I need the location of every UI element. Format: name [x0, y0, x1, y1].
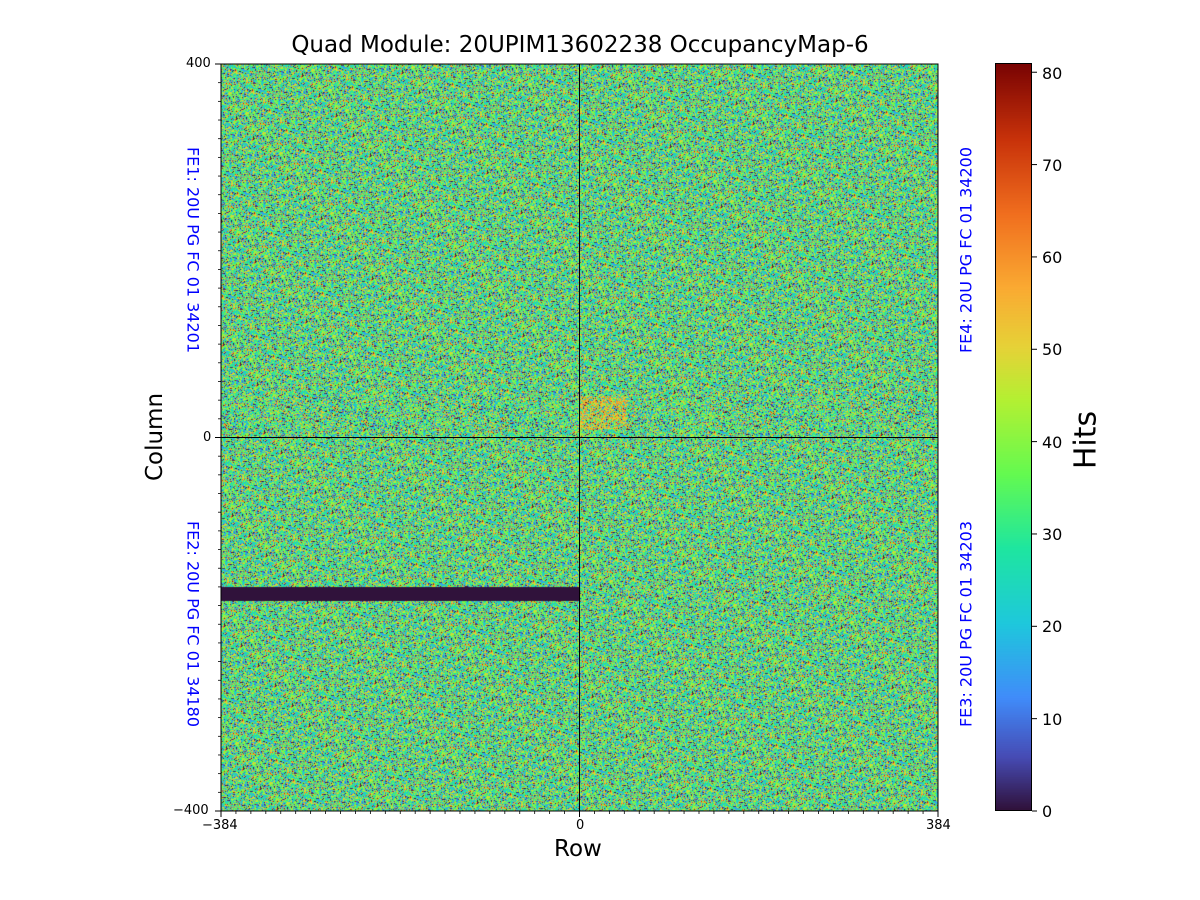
x-tick-minus-384: −384 — [202, 818, 238, 833]
x-tick-384: 384 — [926, 818, 951, 833]
colorbar-tick-60: 60 — [1042, 248, 1063, 267]
colorbar — [995, 63, 1032, 811]
fe1-label: FE1: 20U PG FC 01 34201 — [183, 146, 203, 354]
occupancy-heatmap — [221, 64, 938, 811]
y-tick-minus-400: −400 — [173, 803, 209, 818]
colorbar-tick-10: 10 — [1042, 710, 1063, 729]
colorbar-tick-40: 40 — [1042, 433, 1063, 452]
colorbar-tick-50: 50 — [1042, 340, 1063, 359]
y-tick-0: 0 — [203, 430, 212, 445]
x-tick-0: 0 — [576, 818, 585, 833]
colorbar-label: Hits — [1068, 410, 1104, 470]
colorbar-tick-20: 20 — [1042, 617, 1063, 636]
colorbar-tick-70: 70 — [1042, 156, 1063, 175]
chart-title: Quad Module: 20UPIM13602238 OccupancyMap… — [291, 32, 869, 58]
fe4-label: FE4: 20U PG FC 01 34200 — [956, 146, 976, 354]
colorbar-tick-0: 0 — [1042, 802, 1053, 821]
colorbar-tick-80: 80 — [1042, 64, 1063, 83]
x-axis-label: Row — [554, 836, 602, 862]
y-axis-label: Column — [142, 392, 168, 482]
fe3-label: FE3: 20U PG FC 01 34203 — [956, 520, 976, 728]
y-tick-400: 400 — [186, 56, 211, 71]
fe2-label: FE2: 20U PG FC 01 34180 — [183, 520, 203, 728]
colorbar-tick-30: 30 — [1042, 525, 1063, 544]
